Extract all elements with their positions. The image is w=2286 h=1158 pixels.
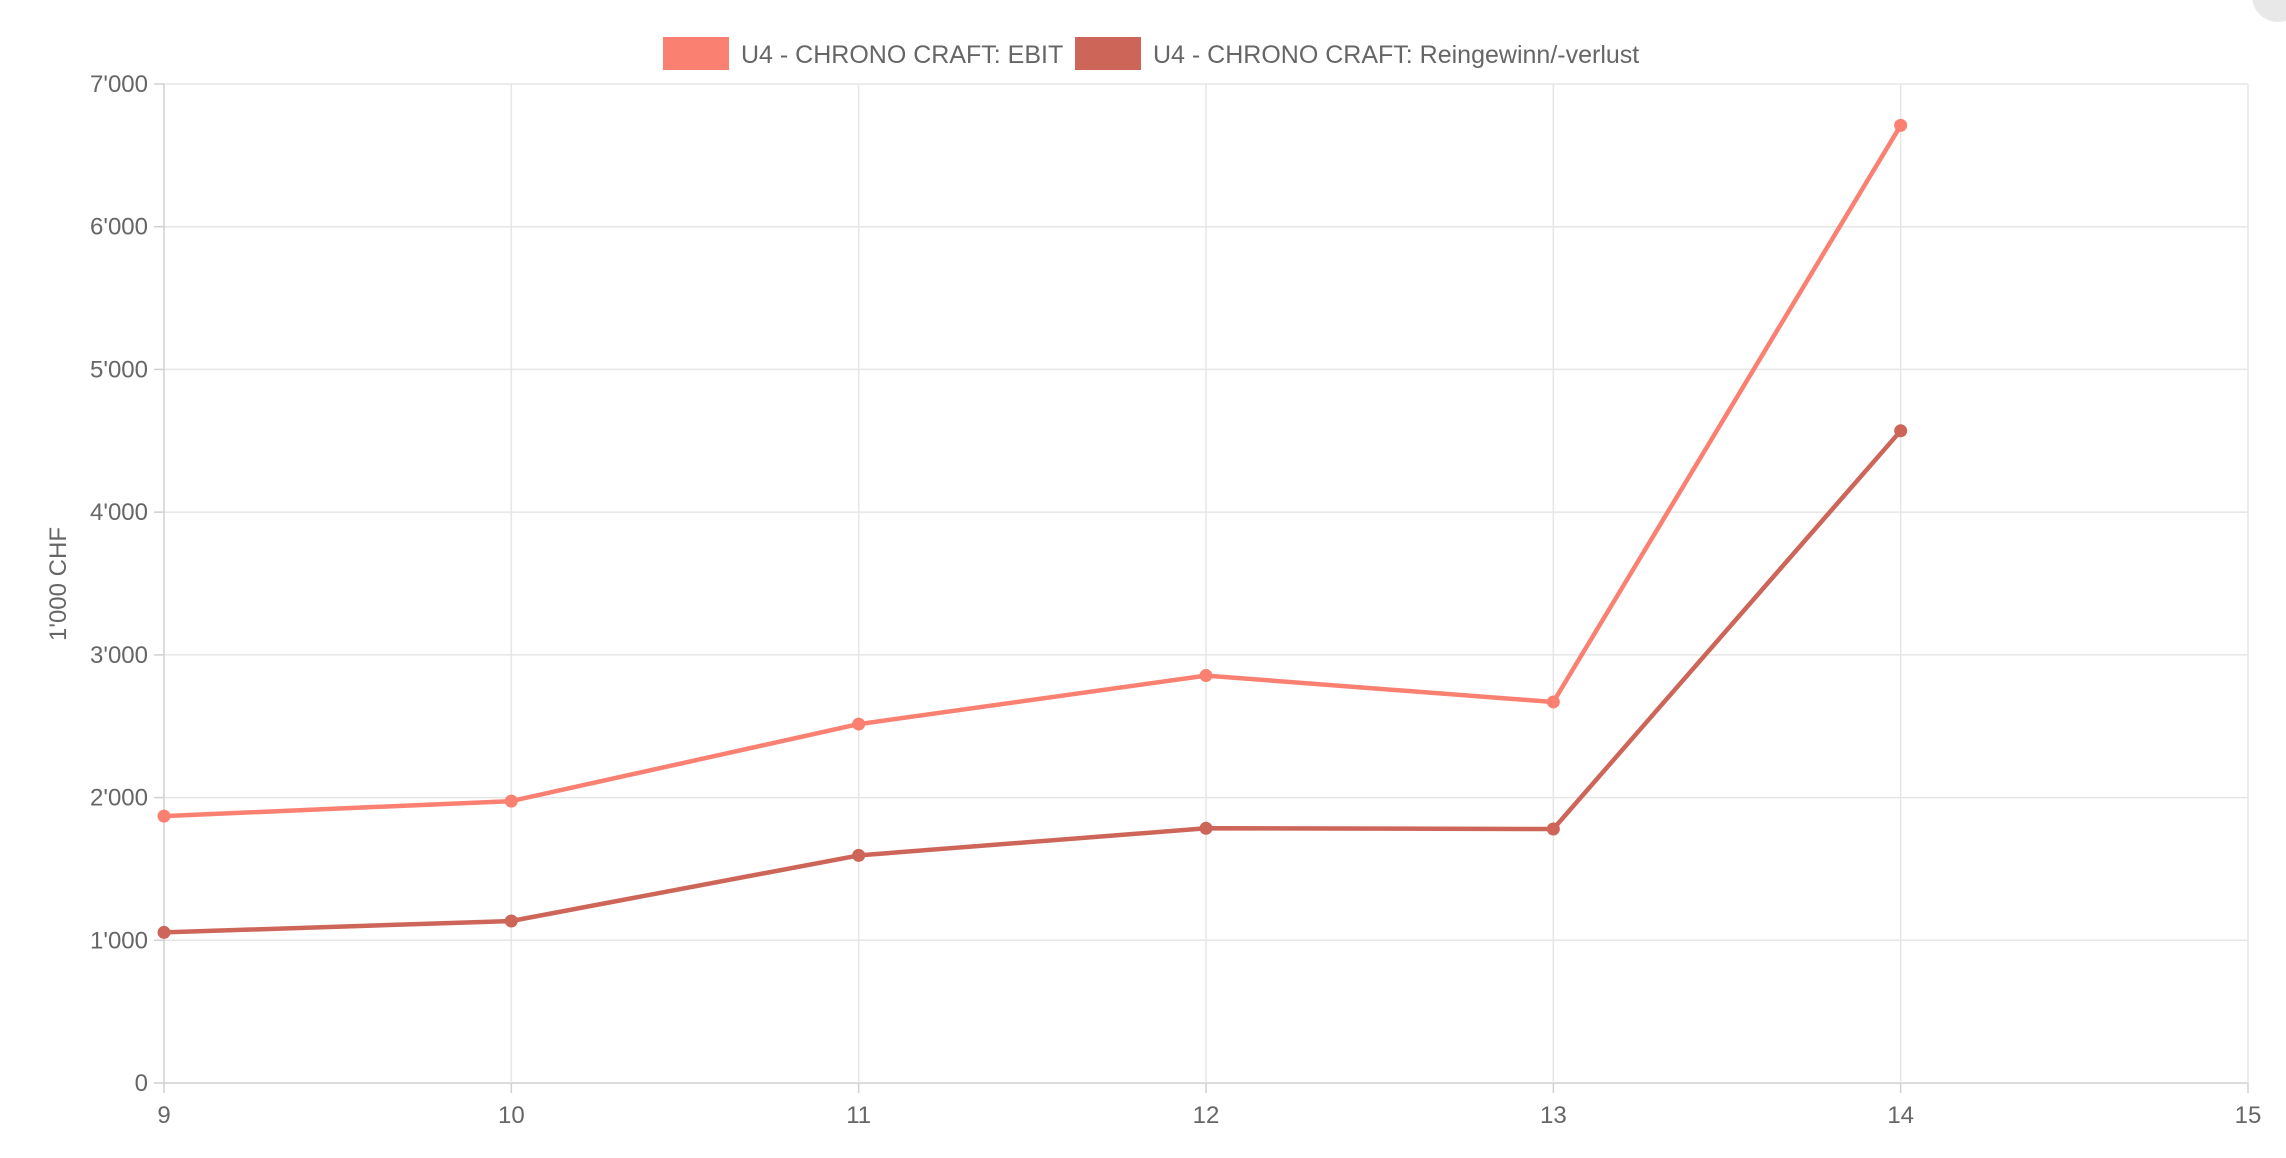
y-tick-label: 7'000 <box>90 71 148 98</box>
x-tick-label: 12 <box>1193 1102 1220 1129</box>
y-tick-label: 6'000 <box>90 214 148 241</box>
y-tick-label: 2'000 <box>90 785 148 812</box>
series-line-1 <box>163 429 1903 935</box>
legend-item-ebit[interactable]: U4 - CHRONO CRAFT: EBIT <box>663 37 1063 70</box>
legend[interactable]: U4 - CHRONO CRAFT: EBIT U4 - CHRONO CRAF… <box>663 37 1639 70</box>
data-point[interactable] <box>852 717 866 731</box>
legend-swatch-reingewinn <box>1075 37 1141 70</box>
data-point[interactable] <box>1546 822 1560 836</box>
grid <box>163 83 2249 1084</box>
data-point[interactable] <box>157 809 171 823</box>
x-tick-label: 10 <box>498 1102 525 1129</box>
legend-label-reingewinn: U4 - CHRONO CRAFT: Reingewinn/-verlust <box>1153 41 1639 69</box>
legend-label-ebit: U4 - CHRONO CRAFT: EBIT <box>741 41 1063 69</box>
y-axis-title: 1'000 CHF <box>45 527 72 641</box>
legend-swatch-ebit <box>663 37 729 70</box>
y-tick-label: 4'000 <box>90 499 148 526</box>
series-0 <box>157 118 1908 823</box>
x-tick-label: 11 <box>846 1102 871 1129</box>
axes: 0 1'000 2'000 3'000 4'000 5'000 6'000 7'000 9 10 1… <box>90 71 2261 1129</box>
data-point[interactable] <box>157 925 171 939</box>
data-point[interactable] <box>1199 669 1213 683</box>
legend-item-reingewinn[interactable]: U4 - CHRONO CRAFT: Reingewinn/-verlust <box>1075 37 1639 70</box>
x-tick-label: 13 <box>1540 1102 1567 1129</box>
y-tick-label: 3'000 <box>90 642 148 669</box>
x-tick-label: 14 <box>1887 1102 1914 1129</box>
data-point[interactable] <box>1546 695 1560 709</box>
x-tick-label: 15 <box>2235 1102 2262 1129</box>
series <box>157 118 1908 939</box>
y-tick-label: 5'000 <box>90 356 148 383</box>
series-1 <box>157 424 1908 939</box>
data-point[interactable] <box>1894 118 1908 132</box>
data-point[interactable] <box>504 914 518 928</box>
y-tick-label: 1'000 <box>90 927 148 954</box>
data-point[interactable] <box>852 848 866 862</box>
data-point[interactable] <box>504 794 518 808</box>
y-tick-label: 0 <box>135 1070 148 1097</box>
data-point[interactable] <box>1199 821 1213 835</box>
x-tick-label: 9 <box>157 1102 170 1129</box>
series-line-0 <box>163 124 1903 819</box>
data-point[interactable] <box>1894 424 1908 438</box>
